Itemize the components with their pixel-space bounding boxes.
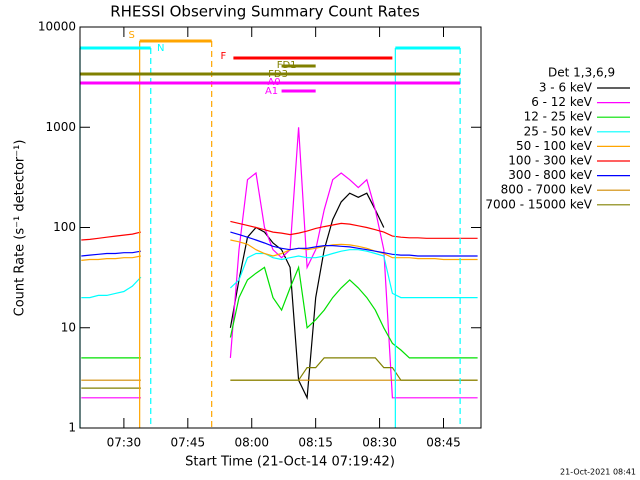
series-line [81, 249, 478, 299]
flag-label: A1 [265, 86, 278, 97]
series-line [81, 231, 478, 257]
x-tick-label: 08:00 [234, 436, 269, 450]
series-line [81, 127, 478, 399]
legend-label: 300 - 800 keV [508, 168, 592, 182]
flag-label: A0 [267, 77, 280, 88]
y-tick-label: 1 [68, 421, 76, 435]
flag-label: S [128, 30, 134, 41]
legend-label: 3 - 6 keV [539, 81, 593, 95]
series-line [81, 220, 478, 241]
legend-title: Det 1,3,6,9 [548, 66, 615, 80]
y-axis-label: Count Rate (s⁻¹ detector⁻¹) [13, 140, 28, 317]
flag-label: F [221, 51, 227, 62]
y-tick-label: 10000 [38, 20, 76, 34]
legend-label: 800 - 7000 keV [501, 183, 593, 197]
y-tick-label: 1000 [45, 120, 76, 134]
y-tick-label: 100 [53, 220, 76, 234]
footer: 21-Oct-2021 08:41 [560, 468, 636, 477]
legend-label: 25 - 50 keV [524, 124, 593, 138]
legend-label: 6 - 12 keV [531, 95, 593, 109]
flag-label: N [157, 43, 164, 54]
legend-label: 7000 - 15000 keV [485, 197, 592, 211]
flag-label: FD1 [277, 60, 297, 71]
legend-label: 12 - 25 keV [524, 110, 593, 124]
flag-label: FD3 [268, 69, 288, 80]
series-line [81, 265, 478, 359]
x-tick-label: 07:45 [171, 436, 206, 450]
legend-label: 50 - 100 keV [516, 139, 593, 153]
chart-title: RHESSI Observing Summary Count Rates [110, 3, 420, 21]
series-line [81, 239, 478, 261]
x-tick-label: 08:30 [362, 436, 397, 450]
x-axis-label: Start Time (21-Oct-14 07:19:42) [185, 455, 395, 470]
x-tick-label: 08:15 [298, 436, 333, 450]
x-tick-label: 07:30 [107, 436, 142, 450]
x-tick-label: 08:45 [426, 436, 461, 450]
y-tick-label: 10 [61, 320, 76, 334]
series-line [81, 357, 478, 389]
legend-label: 100 - 300 keV [508, 154, 592, 168]
